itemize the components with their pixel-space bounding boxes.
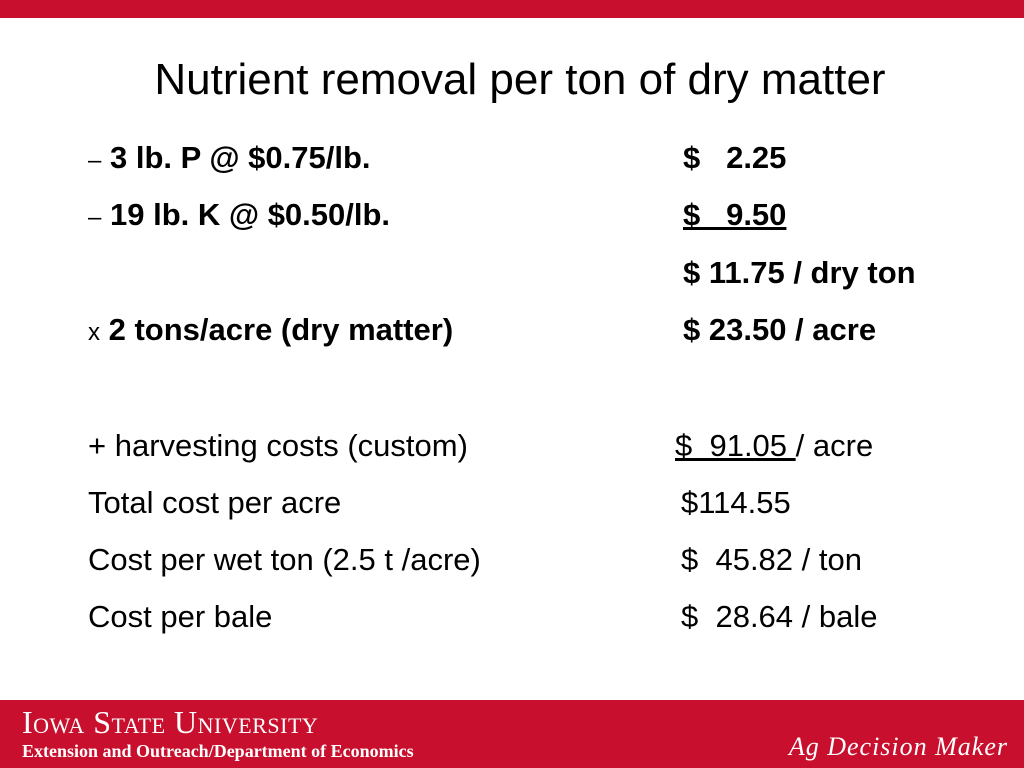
value-text: $ 2.25: [683, 140, 787, 175]
row-value: $ 23.50 / acre: [683, 310, 876, 350]
row-value: $ 91.05 / acre: [675, 426, 873, 466]
label-text: 2 tons/acre (dry matter): [108, 312, 454, 347]
row-value: $ 45.82 / ton: [681, 540, 862, 580]
row-label: x 2 tons/acre (dry matter): [88, 310, 453, 353]
department: Extension and Outreach/Department of Eco…: [22, 741, 414, 761]
label-text: Total cost per acre: [88, 485, 342, 520]
value-text: $ 9.50: [683, 197, 787, 232]
value-text: $ 11.75 / dry ton: [683, 255, 916, 290]
brand: Ag Decision Maker: [788, 732, 1008, 761]
bullet: –: [88, 147, 102, 174]
value-suffix: / acre: [795, 428, 874, 463]
row-label: + harvesting costs (custom): [88, 426, 468, 466]
row-value: $114.55: [681, 483, 791, 523]
row-value: $ 2.25: [683, 138, 786, 178]
label-text: Cost per bale: [88, 599, 273, 634]
row-value: $ 9.50: [683, 195, 786, 235]
label-text: Cost per wet ton (2.5 t /acre): [88, 542, 481, 577]
row-label: Cost per bale: [88, 597, 272, 637]
bullet: x: [88, 319, 100, 346]
row-value: $ 11.75 / dry ton: [683, 253, 916, 293]
value-text: $ 28.64 / bale: [681, 599, 878, 634]
row-label: Total cost per acre: [88, 483, 341, 523]
university: Iowa State University: [22, 704, 319, 740]
value-text: $114.55: [681, 485, 791, 520]
row-label: Cost per wet ton (2.5 t /acre): [88, 540, 481, 580]
row-value: $ 28.64 / bale: [681, 597, 878, 637]
bullet: –: [88, 204, 102, 231]
slide-title: Nutrient removal per ton of dry matter: [154, 55, 886, 104]
label-text: 3 lb. P @ $0.75/lb.: [109, 140, 371, 175]
top-bar: [0, 0, 1024, 18]
value-text: $ 91.05: [675, 428, 796, 463]
row-label: – 3 lb. P @ $0.75/lb.: [88, 138, 371, 181]
label-text: + harvesting costs (custom): [88, 428, 468, 463]
value-text: $ 23.50 / acre: [683, 312, 877, 347]
row-label: – 19 lb. K @ $0.50/lb.: [88, 195, 390, 238]
label-text: 19 lb. K @ $0.50/lb.: [109, 197, 391, 232]
footer: Iowa State University Extension and Outr…: [0, 698, 1024, 768]
value-text: $ 45.82 / ton: [681, 542, 862, 577]
